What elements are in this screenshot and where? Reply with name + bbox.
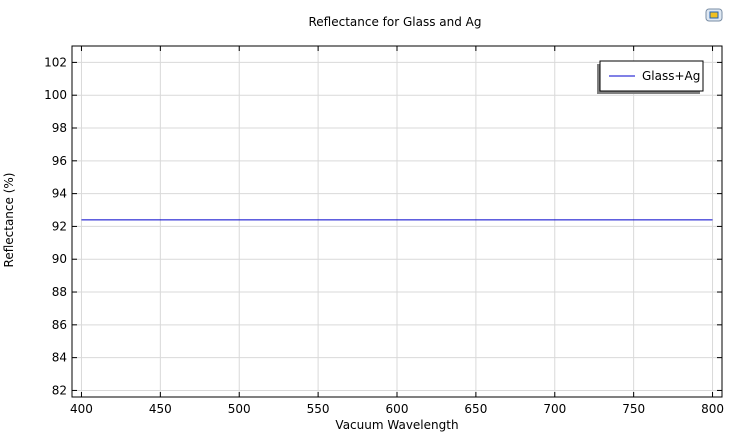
y-tick-label: 86 (52, 318, 67, 332)
y-tick-label: 88 (52, 285, 67, 299)
grid (72, 46, 722, 397)
chart-title: Reflectance for Glass and Ag (308, 15, 481, 29)
axis-ticks: 400 450 500 550 600 650 700 750 800 82 84 86 88 90 92 9… (44, 46, 724, 416)
x-tick-label: 450 (149, 402, 172, 416)
x-tick-label: 400 (70, 402, 93, 416)
y-tick-label: 98 (52, 121, 67, 135)
x-tick-label: 600 (386, 402, 409, 416)
y-tick-label: 100 (44, 88, 67, 102)
legend: Glass+Ag (597, 60, 704, 94)
y-tick-label: 90 (52, 252, 67, 266)
x-tick-label: 650 (464, 402, 487, 416)
y-tick-label: 96 (52, 154, 67, 168)
x-tick-label: 750 (622, 402, 645, 416)
x-tick-label: 550 (307, 402, 330, 416)
y-tick-label: 92 (52, 219, 67, 233)
x-tick-label: 500 (228, 402, 251, 416)
y-tick-label: 82 (52, 383, 67, 397)
x-axis-label: Vacuum Wavelength (335, 418, 458, 432)
x-tick-label: 700 (543, 402, 566, 416)
y-tick-label: 84 (52, 351, 67, 365)
legend-label: Glass+Ag (642, 69, 700, 83)
x-tick-label: 800 (701, 402, 724, 416)
y-axis-label: Reflectance (%) (2, 173, 16, 268)
y-tick-label: 94 (52, 187, 67, 201)
y-tick-label: 102 (44, 55, 67, 69)
image-export-icon[interactable] (705, 7, 723, 23)
